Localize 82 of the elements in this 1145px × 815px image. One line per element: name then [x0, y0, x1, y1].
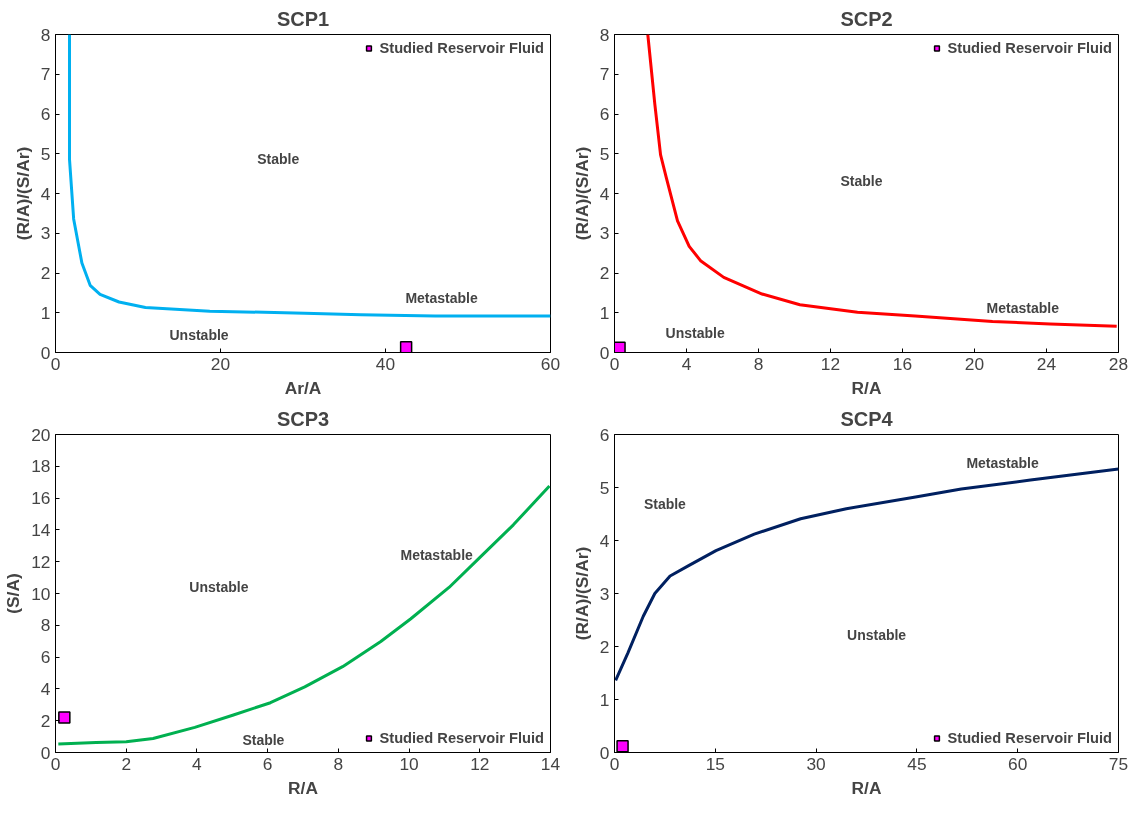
y-tick-label: 8: [40, 24, 51, 45]
y-tick-label: 1: [40, 302, 51, 323]
legend-label: Studied Reservoir Fluid: [947, 730, 1112, 746]
annotation: Unstable: [665, 325, 725, 342]
x-tick-label: 4: [681, 353, 692, 374]
y-axis-title: (S/A): [3, 573, 24, 614]
y-tick-label: 4: [599, 530, 610, 551]
y-tick-label: 2: [40, 710, 51, 731]
y-tick-label: 18: [31, 456, 51, 477]
x-tick-label: 4: [192, 753, 203, 774]
y-tick-label: 8: [599, 24, 610, 45]
x-tick-label: 20: [210, 353, 231, 374]
legend-label: Studied Reservoir Fluid: [947, 40, 1112, 56]
annotation: Metastable: [986, 299, 1060, 316]
x-tick-label: 16: [892, 353, 913, 374]
y-tick-label: 6: [40, 104, 51, 124]
annotation: Unstable: [169, 327, 229, 344]
x-tick-label: 24: [1036, 353, 1057, 374]
x-tick-label: 30: [806, 753, 826, 774]
y-tick-label: 14: [31, 519, 51, 540]
chart-title: SCP1: [276, 7, 330, 30]
y-tick-label: 12: [31, 551, 51, 572]
x-tick-label: 45: [907, 753, 927, 774]
y-tick-label: 10: [31, 583, 51, 604]
x-axis-title: R/A: [851, 377, 882, 398]
x-tick-label: 15: [705, 753, 725, 774]
x-tick-label: 75: [1108, 753, 1129, 774]
y-tick-label: 3: [599, 583, 610, 604]
y-tick-label: 6: [599, 424, 610, 445]
y-tick-label: 20: [31, 424, 51, 445]
chart-title: SCP4: [840, 407, 894, 430]
y-tick-label: 6: [40, 647, 51, 668]
y-tick-label: 1: [599, 689, 610, 710]
annotation: Stable: [242, 731, 285, 748]
x-tick-label: 8: [333, 753, 344, 774]
x-tick-label: 60: [540, 353, 561, 374]
x-axis-title: Ar/A: [284, 377, 322, 398]
annotation: Metastable: [405, 290, 478, 307]
y-tick-label: 4: [40, 678, 51, 699]
x-tick-label: 40: [375, 353, 396, 374]
y-tick-label: 3: [40, 223, 51, 244]
y-axis-title: (R/A)/(S/Ar): [571, 546, 592, 641]
y-axis-title: (R/A)/(S/Ar): [12, 146, 33, 241]
x-tick-label: 14: [540, 753, 561, 774]
y-tick-label: 4: [599, 183, 610, 204]
annotation: Stable: [840, 172, 883, 189]
x-axis-title: R/A: [288, 777, 319, 798]
annotation: Metastable: [966, 455, 1039, 472]
y-tick-label: 5: [599, 143, 610, 164]
y-tick-label: 7: [40, 64, 51, 85]
y-tick-label: 4: [40, 183, 51, 204]
y-tick-label: 2: [599, 263, 610, 283]
x-tick-label: 2: [121, 753, 132, 774]
annotation: Stable: [257, 150, 300, 167]
x-tick-label: 12: [820, 353, 841, 374]
x-tick-label: 20: [964, 353, 985, 374]
x-tick-label: 28: [1108, 353, 1129, 374]
y-tick-label: 3: [599, 223, 610, 244]
legend-label: Studied Reservoir Fluid: [379, 730, 544, 746]
y-tick-label: 16: [31, 488, 51, 509]
x-tick-label: 6: [262, 753, 273, 774]
annotation: Stable: [643, 496, 687, 513]
legend-label: Studied Reservoir Fluid: [379, 40, 544, 56]
annotation: Metastable: [400, 547, 474, 564]
y-tick-label: 5: [599, 477, 610, 498]
y-axis-title: (R/A)/(S/Ar): [571, 146, 592, 241]
x-tick-label: 8: [753, 353, 764, 374]
x-tick-label: 60: [1008, 753, 1028, 774]
x-axis-title: R/A: [851, 777, 882, 798]
x-tick-label: 12: [470, 753, 490, 774]
y-tick-label: 2: [40, 263, 51, 283]
chart-title: SCP3: [276, 407, 330, 430]
y-tick-label: 6: [599, 104, 610, 124]
y-tick-label: 7: [599, 64, 610, 85]
x-tick-label: 10: [399, 753, 419, 774]
annotation: Unstable: [847, 626, 907, 643]
chart-title: SCP2: [840, 7, 893, 30]
y-tick-label: 8: [40, 615, 51, 636]
y-tick-label: 1: [599, 302, 610, 323]
annotation: Unstable: [189, 579, 249, 596]
y-tick-label: 5: [40, 143, 51, 164]
y-tick-label: 2: [599, 636, 610, 657]
